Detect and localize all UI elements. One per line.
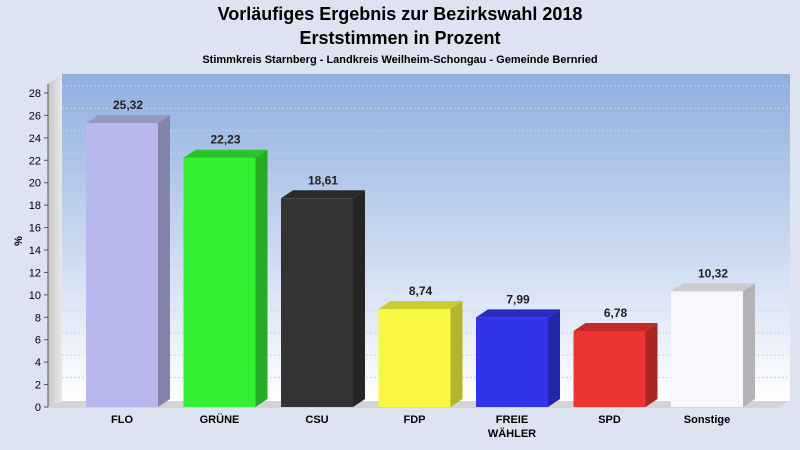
bar-front bbox=[378, 308, 451, 407]
bar-side bbox=[158, 115, 170, 407]
y-tick-label: 4 bbox=[35, 357, 41, 369]
bar-front bbox=[281, 198, 353, 407]
data-label: 10,32 bbox=[698, 266, 728, 280]
x-tick-label: GRÜNE bbox=[200, 413, 240, 426]
y-tick-label: 14 bbox=[29, 245, 41, 257]
bar-front bbox=[573, 330, 646, 407]
bar bbox=[671, 283, 755, 407]
bar-top bbox=[476, 309, 560, 318]
bar-side bbox=[255, 149, 268, 407]
chart-title: Vorläufiges Ergebnis zur Bezirkswahl 201… bbox=[217, 4, 583, 24]
bar-front bbox=[183, 157, 256, 407]
chart-subtitle: Stimmkreis Starnberg - Landkreis Weilhei… bbox=[202, 54, 598, 66]
bar-side bbox=[548, 309, 560, 407]
y-tick-label: 0 bbox=[35, 402, 41, 414]
y-tick-label: 16 bbox=[29, 223, 41, 235]
y-tick-label: 6 bbox=[35, 335, 41, 347]
y-tick-label: 2 bbox=[35, 380, 41, 392]
bar bbox=[476, 309, 560, 407]
x-tick-label: FLO bbox=[111, 414, 133, 426]
data-label: 22,23 bbox=[210, 133, 240, 147]
data-label: 8,74 bbox=[409, 284, 433, 298]
bar bbox=[573, 322, 658, 407]
bar-front bbox=[671, 291, 743, 407]
bar-front bbox=[86, 123, 158, 407]
y-tick-label: 8 bbox=[35, 312, 41, 324]
data-label: 7,99 bbox=[506, 292, 530, 306]
bar-top bbox=[378, 300, 463, 309]
x-tick-label: WÄHLER bbox=[488, 427, 536, 440]
bar-top bbox=[86, 115, 170, 124]
bar bbox=[86, 115, 170, 407]
x-tick-label: SPD bbox=[598, 414, 621, 426]
x-tick-label: FREIE bbox=[496, 414, 528, 426]
bar-top bbox=[183, 149, 268, 158]
x-tick-label: FDP bbox=[404, 414, 426, 426]
y-tick-label: 10 bbox=[29, 290, 41, 302]
bar-side bbox=[450, 300, 463, 407]
y-tick-label: 12 bbox=[29, 267, 41, 279]
y-tick-label: 20 bbox=[29, 178, 41, 190]
y-tick-label: 18 bbox=[29, 200, 41, 212]
bar bbox=[378, 300, 463, 407]
bar-top bbox=[281, 190, 365, 199]
y-tick-label: 28 bbox=[29, 88, 41, 100]
y-axis-label: % bbox=[13, 236, 25, 246]
bar-front bbox=[476, 317, 548, 407]
x-tick-label: CSU bbox=[305, 414, 328, 426]
bar-side bbox=[645, 322, 658, 407]
y-tick-label: 24 bbox=[29, 133, 41, 145]
y-tick-label: 22 bbox=[29, 155, 41, 167]
y-tick-label: 26 bbox=[29, 110, 41, 122]
bar-side bbox=[743, 283, 755, 407]
x-tick-label: Sonstige bbox=[684, 414, 730, 426]
chart-title-line-2: Erststimmen in Prozent bbox=[299, 28, 501, 48]
bar bbox=[281, 190, 365, 407]
bar-side bbox=[353, 190, 365, 407]
data-label: 25,32 bbox=[113, 98, 143, 112]
data-label: 18,61 bbox=[308, 173, 338, 187]
data-label: 6,78 bbox=[604, 306, 628, 320]
bar bbox=[183, 149, 268, 407]
bar-top bbox=[671, 283, 755, 292]
bars: 25,32 22,23 18,61 8,74 7,99 6,78 10,32 bbox=[86, 98, 755, 407]
bar-top bbox=[573, 322, 658, 331]
